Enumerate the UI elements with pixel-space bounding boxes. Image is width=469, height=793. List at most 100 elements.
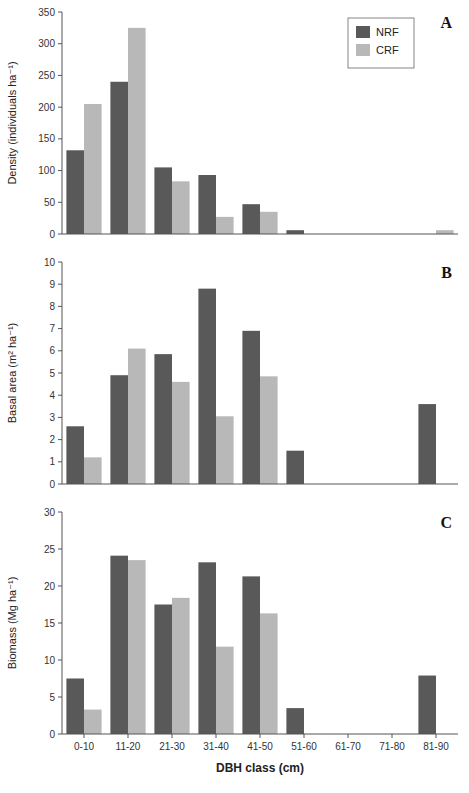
panel: 0510152025300-1011-2021-3031-4041-5051-6… [6, 507, 458, 776]
bar [84, 457, 102, 484]
x-axis [62, 484, 458, 485]
panel-label: B [441, 264, 452, 281]
x-tick [436, 734, 437, 738]
x-tick [392, 734, 393, 738]
y-tick [58, 107, 62, 108]
bars [66, 556, 436, 734]
y-tick [58, 734, 62, 735]
bar [66, 679, 84, 735]
y-tick-label: 15 [44, 618, 56, 629]
figure: 050100150200250300350Density (individual… [0, 0, 469, 793]
y-tick-label: 50 [44, 197, 56, 208]
y-tick [58, 623, 62, 624]
bar [154, 167, 172, 234]
legend: NRF CRF [348, 18, 414, 68]
y-tick-label: 7 [49, 323, 55, 334]
x-tick-label: 21-30 [159, 741, 185, 752]
legend-frame [348, 18, 414, 68]
y-tick-label: 30 [44, 507, 56, 518]
y-tick [58, 43, 62, 44]
y-tick [58, 306, 62, 307]
panel-label: C [440, 514, 452, 531]
y-axis [62, 512, 63, 734]
y-tick [58, 373, 62, 374]
y-tick-label: 250 [38, 70, 55, 81]
y-tick-label: 8 [49, 301, 55, 312]
y-tick [58, 284, 62, 285]
bar [172, 598, 190, 734]
x-tick [128, 734, 129, 738]
x-tick-label: 41-50 [247, 741, 273, 752]
bar [128, 349, 146, 484]
y-tick [58, 350, 62, 351]
y-tick-label: 0 [49, 729, 55, 740]
x-axis-label: DBH class (cm) [216, 761, 304, 775]
bar [216, 647, 234, 734]
x-tick [260, 734, 261, 738]
y-tick-label: 1 [49, 456, 55, 467]
y-axis-label: Basal area (m² ha⁻¹) [6, 323, 18, 424]
x-tick-label: 0-10 [74, 741, 94, 752]
bar [154, 354, 172, 484]
x-tick [216, 734, 217, 738]
x-tick [84, 734, 85, 738]
y-tick [58, 417, 62, 418]
bars [66, 289, 436, 484]
y-tick [58, 262, 62, 263]
y-tick [58, 512, 62, 513]
y-tick-label: 0 [49, 479, 55, 490]
bar [198, 175, 216, 234]
x-axis [62, 234, 458, 235]
bar [128, 560, 146, 734]
bar [216, 416, 234, 484]
y-tick-label: 25 [44, 544, 56, 555]
bar [110, 375, 128, 484]
y-tick-label: 10 [44, 257, 56, 268]
bar [154, 605, 172, 735]
x-tick-label: 11-20 [116, 741, 141, 752]
y-tick-label: 6 [49, 345, 55, 356]
bar [286, 451, 304, 484]
bar [242, 576, 260, 734]
x-tick [304, 734, 305, 738]
bar [128, 28, 146, 234]
bar [286, 230, 304, 234]
y-tick [58, 170, 62, 171]
legend-swatch [356, 26, 370, 38]
bar [260, 212, 278, 234]
bar [66, 150, 84, 234]
y-tick-label: 10 [44, 655, 56, 666]
y-tick [58, 439, 62, 440]
y-tick-label: 300 [38, 38, 55, 49]
bar [216, 217, 234, 234]
x-tick-label: 31-40 [203, 741, 229, 752]
y-tick [58, 461, 62, 462]
legend-label: CRF [376, 44, 399, 56]
legend-swatch [356, 44, 370, 56]
panel-label: A [440, 14, 452, 31]
bar [110, 556, 128, 734]
bar [198, 289, 216, 484]
bar [110, 82, 128, 234]
y-tick-label: 5 [49, 368, 55, 379]
y-tick-label: 9 [49, 279, 55, 290]
bar [436, 230, 454, 234]
y-tick [58, 234, 62, 235]
y-tick [58, 75, 62, 76]
y-tick-label: 0 [49, 229, 55, 240]
bar [84, 710, 102, 734]
legend-label: NRF [376, 26, 399, 38]
y-axis-label: Biomass (Mg ha⁻¹) [6, 577, 18, 670]
y-axis [62, 262, 63, 484]
y-tick [58, 395, 62, 396]
bar [66, 426, 84, 484]
bar [260, 376, 278, 484]
y-tick-label: 3 [49, 412, 55, 423]
bar [418, 676, 436, 734]
y-tick [58, 660, 62, 661]
y-tick [58, 484, 62, 485]
y-tick-label: 100 [38, 165, 55, 176]
y-tick [58, 328, 62, 329]
bar [418, 404, 436, 484]
panel: 012345678910Basal area (m² ha⁻¹)B [6, 257, 458, 490]
